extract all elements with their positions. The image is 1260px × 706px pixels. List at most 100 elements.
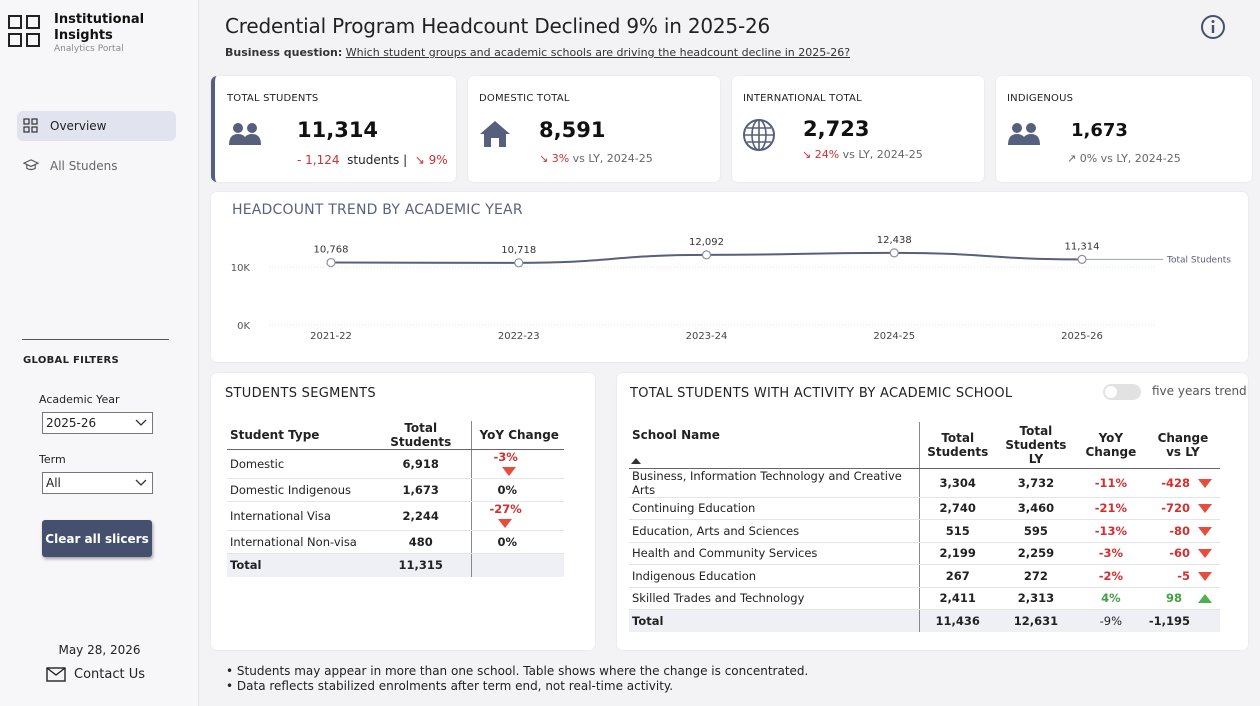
app-logo: Institutional Insights Analytics Portal (8, 12, 144, 54)
student-type: Domestic (227, 449, 371, 479)
data-point (1077, 254, 1087, 264)
trend-down-icon (1198, 504, 1212, 514)
academic-year-label: Academic Year (39, 393, 120, 406)
table-row[interactable]: International Visa 2,244 -27% (227, 501, 564, 531)
kpi-suffix: vs LY, 2024-25 (842, 148, 923, 161)
total-students-ly: 595 (995, 519, 1076, 543)
table-row[interactable]: Indigenous Education 267 272 -2% -5 (629, 564, 1220, 588)
yoy-change: 4% (1075, 587, 1146, 610)
kpi-value: 11,314 (297, 118, 379, 142)
data-point (701, 250, 712, 260)
schools-card: TOTAL STUDENTS WITH ACTIVITY BY ACADEMIC… (617, 373, 1248, 650)
trend-down-icon (1198, 549, 1212, 559)
col-header-school-name[interactable]: School Name (629, 422, 920, 469)
business-question-text: Which student groups and academic school… (345, 46, 851, 59)
student-type: Domestic Indigenous (227, 478, 371, 502)
nav-item-label: All Studens (50, 159, 118, 173)
info-icon[interactable] (1200, 14, 1226, 40)
segments-title: STUDENTS SEGMENTS (225, 386, 376, 401)
x-tick-label: 2023-24 (686, 331, 728, 342)
yoy-change: -11% (1075, 468, 1146, 498)
app-title-line2: Insights (54, 28, 113, 43)
trend-up-icon (1198, 594, 1212, 604)
student-type: International Non-visa (227, 530, 371, 554)
contact-us-label: Contact Us (74, 667, 145, 682)
change-vs-ly: -80 (1169, 523, 1190, 538)
trend-down-icon (501, 467, 516, 476)
data-point (514, 258, 524, 268)
toggle-label: five years trend (1152, 384, 1247, 398)
trend-down-icon (497, 519, 512, 528)
col-header-yoy-change[interactable]: YoY Change (471, 421, 564, 450)
change-vs-ly: -60 (1169, 546, 1190, 561)
chevron-down-icon (135, 479, 147, 486)
kpi-value: 2,723 (803, 117, 870, 141)
table-row[interactable]: Business, Information Technology and Cre… (629, 468, 1220, 498)
yoy-change: -3% (493, 450, 518, 464)
kpi-pct: ↘ 24% (802, 148, 840, 161)
trend-down-icon (1198, 571, 1212, 581)
table-row[interactable]: Education, Arts and Sciences 515 595 -13… (629, 519, 1220, 543)
nav-item-all-students[interactable]: All Studens (17, 151, 176, 181)
total-students-ly: 2,313 (995, 587, 1076, 610)
x-tick-label: 2024-25 (873, 331, 915, 342)
mail-icon (46, 667, 66, 682)
col-header-total-students[interactable]: Total Students (919, 422, 996, 469)
kpi-suffix: vs LY, 2024-25 (1100, 152, 1181, 165)
col-header-yoy-change[interactable]: YoY Change (1075, 422, 1146, 469)
kpi-label: INDIGENOUS (1007, 93, 1074, 104)
total-students: 480 (371, 530, 472, 554)
table-row[interactable]: Continuing Education 2,740 3,460 -21% -7… (629, 497, 1220, 520)
table-row[interactable]: Skilled Trades and Technology 2,411 2,31… (629, 587, 1220, 610)
report-date: May 28, 2026 (58, 643, 141, 657)
col-header-change-vs-ly[interactable]: Change vs LY (1145, 422, 1220, 469)
school-name: Skilled Trades and Technology (629, 587, 920, 610)
term-select[interactable]: All (42, 472, 153, 494)
total-students-ly: 12,631 (995, 609, 1076, 632)
total-students-ly: 272 (995, 564, 1076, 588)
nav-item-overview[interactable]: Overview (17, 111, 176, 141)
kpi-label: DOMESTIC TOTAL (479, 93, 570, 104)
kpi-value: 8,591 (539, 118, 606, 142)
people-icon (1008, 123, 1040, 145)
yoy-change: -27% (489, 502, 522, 516)
total-students: 1,673 (371, 478, 472, 502)
academic-year-select[interactable]: 2025-26 (42, 412, 153, 434)
kpi-card-indigenous: INDIGENOUS 1,673 ↗ 0% vs LY, 2024-25 (996, 76, 1252, 182)
total-students-ly: 3,732 (995, 468, 1076, 498)
col-header-total-students-ly[interactable]: Total Students LY (995, 422, 1076, 469)
footnote: • Students may appear in more than one s… (226, 664, 809, 678)
business-question-label: Business question: (225, 46, 343, 59)
change-vs-ly: -1,195 (1145, 609, 1220, 632)
kpi-suffix: vs LY, 2024-25 (572, 152, 653, 165)
kpi-card-international: INTERNATIONAL TOTAL 2,723 ↘ 24% vs LY, 2… (732, 76, 984, 182)
student-type: International Visa (227, 501, 371, 531)
table-row[interactable]: International Non-visa 480 0% (227, 530, 564, 554)
col-header-student-type[interactable]: Student Type (227, 421, 371, 450)
table-row[interactable]: Health and Community Services 2,199 2,25… (629, 542, 1220, 565)
table-row[interactable]: Domestic Indigenous 1,673 0% (227, 478, 564, 502)
globe-icon (743, 119, 775, 151)
footnote-text: Data reflects stabilized enrolments afte… (236, 679, 674, 693)
data-label: 12,438 (877, 235, 912, 246)
five-years-trend-toggle[interactable] (1103, 384, 1141, 400)
col-header-label: School Name (632, 428, 720, 442)
total-label: Total (629, 609, 920, 632)
app-title-line1: Institutional (54, 12, 145, 27)
change-vs-ly: -428 (1161, 475, 1190, 490)
sidebar-divider (22, 339, 169, 340)
x-tick-label: 2022-23 (498, 331, 540, 342)
total-students: 2,199 (919, 542, 996, 565)
col-header-total-students[interactable]: Total Students (371, 421, 472, 450)
term-value: All (46, 476, 61, 490)
total-students: 11,315 (371, 553, 472, 577)
contact-us-link[interactable]: Contact Us (46, 667, 145, 682)
sidebar: Institutional Insights Analytics Portal … (0, 0, 199, 706)
data-label: 12,092 (689, 237, 724, 248)
clear-slicers-button[interactable]: Clear all slicers (42, 520, 152, 557)
total-students: 11,436 (919, 609, 996, 632)
footnotes: • Students may appear in more than one s… (226, 664, 808, 694)
data-label: 11,314 (1065, 241, 1100, 252)
table-row[interactable]: Domestic 6,918 -3% (227, 449, 564, 479)
total-students: 2,244 (371, 501, 472, 531)
